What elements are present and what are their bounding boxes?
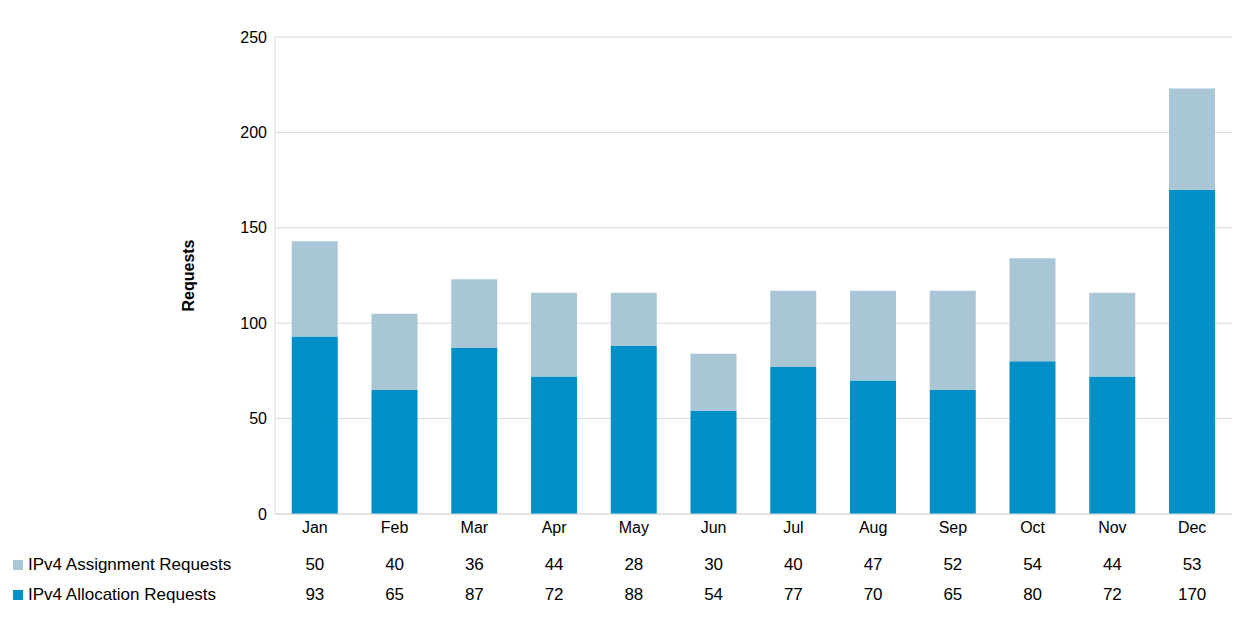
svg-text:Feb: Feb xyxy=(381,519,409,536)
html-text:52: 52 xyxy=(943,555,963,574)
html-text:70: 70 xyxy=(863,585,883,604)
html-text:40: 40 xyxy=(783,555,803,574)
html-text:88: 88 xyxy=(624,585,644,604)
html-text:93: 93 xyxy=(305,585,325,604)
html-text:54: 54 xyxy=(704,585,724,604)
html-text:77: 77 xyxy=(783,585,803,604)
html-text:87: 87 xyxy=(464,585,484,604)
html-text:50: 50 xyxy=(305,555,325,574)
html-text:IPv4 Allocation Requests: IPv4 Allocation Requests xyxy=(28,585,217,604)
html-text:53: 53 xyxy=(1182,555,1202,574)
html-text:65: 65 xyxy=(385,585,405,604)
html-text:47: 47 xyxy=(863,555,883,574)
svg-text:Nov: Nov xyxy=(1098,519,1126,536)
svg-text:Sep: Sep xyxy=(939,519,968,536)
html-text:40: 40 xyxy=(385,555,405,574)
html-text:28: 28 xyxy=(624,555,644,574)
html-text:44: 44 xyxy=(544,555,564,574)
svg-text:0: 0 xyxy=(258,506,267,523)
html-text:65: 65 xyxy=(943,585,963,604)
svg-text:Requests: Requests xyxy=(180,239,197,311)
html-text:54: 54 xyxy=(1023,555,1043,574)
html-text:30: 30 xyxy=(704,555,724,574)
svg-text:250: 250 xyxy=(240,29,267,46)
html-text:72: 72 xyxy=(1102,585,1122,604)
svg-text:50: 50 xyxy=(249,410,267,427)
html-text:IPv4 Assignment Requests: IPv4 Assignment Requests xyxy=(28,555,232,574)
svg-text:Aug: Aug xyxy=(859,519,887,536)
svg-text:Dec: Dec xyxy=(1178,519,1206,536)
svg-text:200: 200 xyxy=(240,124,267,141)
svg-text:Jul: Jul xyxy=(783,519,803,536)
html-text:36: 36 xyxy=(464,555,484,574)
svg-text:Apr: Apr xyxy=(542,519,568,536)
svg-text:May: May xyxy=(619,519,649,536)
svg-text:Jan: Jan xyxy=(302,519,328,536)
html-text:72: 72 xyxy=(544,585,564,604)
svg-text:Oct: Oct xyxy=(1020,519,1045,536)
svg-text:Jun: Jun xyxy=(701,519,727,536)
html-text:80: 80 xyxy=(1023,585,1043,604)
svg-text:100: 100 xyxy=(240,315,267,332)
svg-text:Mar: Mar xyxy=(461,519,489,536)
svg-text:150: 150 xyxy=(240,219,267,236)
html-text:44: 44 xyxy=(1102,555,1122,574)
html-text:170: 170 xyxy=(1177,585,1207,604)
